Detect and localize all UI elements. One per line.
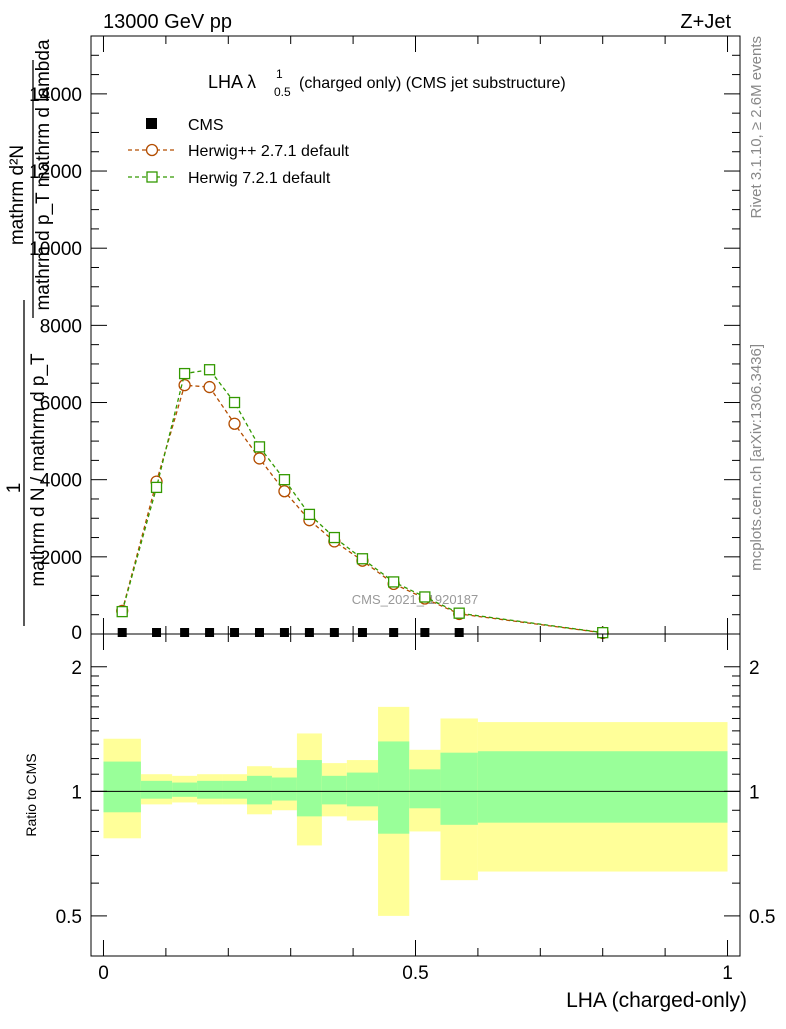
ratio-band-inner <box>197 780 223 799</box>
herwigpp-point <box>203 380 216 394</box>
herwig7-point <box>228 396 241 409</box>
herwig7-point <box>253 441 266 453</box>
herwig7-point <box>116 605 128 618</box>
plot-title-main: LHA λ <box>208 72 256 92</box>
herwig7-point <box>203 364 216 376</box>
y-axis-label-main: mathrm d²N mathrm d p_T mathrm d lambda … <box>4 39 54 626</box>
ratio-band-inner <box>140 780 173 799</box>
herwig7-point <box>178 367 191 380</box>
x-tick-label: 1 <box>722 963 733 984</box>
ratio-y-tick-label-right: 2 <box>749 658 760 679</box>
cms-data-point <box>254 628 264 637</box>
cms-data-point <box>304 628 314 637</box>
y-tick-label: 2000 <box>40 548 82 569</box>
ylabel-bottom-den: mathrm d N / mathrm d p_T <box>28 353 49 587</box>
cms-data-point <box>117 628 127 637</box>
x-tick-label: 0 <box>98 963 109 984</box>
x-tick-label: 0.5 <box>402 963 428 984</box>
herwig7-point <box>419 591 431 603</box>
ratio-band-inner <box>378 741 410 834</box>
herwig7-point <box>453 607 465 619</box>
herwigpp-point <box>253 452 266 465</box>
legend: CMS Herwig++ 2.7.1 default Herwig 7.2.1 … <box>128 117 350 187</box>
y-tick-label: 14000 <box>29 85 82 106</box>
plot-title-sub: 0.5 <box>274 85 291 99</box>
ratio-band-inner <box>247 775 272 805</box>
mcplots-label: mcplots.cern.ch [arXiv:1306.3436] <box>748 344 765 571</box>
watermark: CMS_2021_I1920187 <box>352 592 479 607</box>
cms-data-point <box>230 628 240 637</box>
herwigpp-point <box>278 485 291 498</box>
y-tick-label: 10000 <box>29 239 82 260</box>
ratio-band-inner <box>271 777 297 801</box>
y-tick-label: 6000 <box>40 394 82 415</box>
energy-label: 13000 GeV pp <box>103 11 232 33</box>
ylabel-top-num: mathrm d²N <box>7 145 28 245</box>
legend-label-cms: CMS <box>188 117 224 134</box>
ratio-band-inner <box>172 782 198 797</box>
legend-marker-herwigpp <box>145 143 159 157</box>
herwig7-point <box>150 481 163 494</box>
legend-marker-cms <box>146 118 157 129</box>
herwigpp-point <box>178 379 191 392</box>
rivet-label: Rivet 3.1.10, ≥ 2.6M events <box>748 36 765 219</box>
plot-title-sup: 1 <box>276 67 283 81</box>
ylabel-top-den: mathrm d p_T mathrm d lambda <box>33 39 54 310</box>
herwig7-point <box>303 508 316 521</box>
ratio-band-inner <box>409 769 441 809</box>
y-tick-label-zero: 0 <box>71 623 82 644</box>
process-label: Z+Jet <box>680 11 731 33</box>
herwig7-point <box>388 576 400 588</box>
ratio-y-tick-label: 2 <box>71 658 82 679</box>
y-tick-label: 8000 <box>40 316 82 337</box>
ratio-band-inner <box>321 775 347 805</box>
cms-data-point <box>454 628 464 637</box>
ratio-band-inner <box>440 752 478 825</box>
cms-data-point <box>357 628 367 637</box>
ratio-band-inner <box>346 772 379 807</box>
cms-data-point <box>152 628 162 637</box>
ylabel-one: 1 <box>4 483 25 494</box>
x-axis-label: LHA (charged-only) <box>566 989 747 1012</box>
ratio-y-tick-label: 1 <box>71 782 82 803</box>
plot-title: LHA λ <box>208 72 256 92</box>
legend-label-herwig7: Herwig 7.2.1 default <box>188 170 331 187</box>
cms-data-point <box>180 628 190 637</box>
ratio-band-inner <box>477 751 728 823</box>
herwig7-point <box>328 531 341 544</box>
cms-data-point <box>420 628 430 637</box>
ratio-band-inner <box>222 780 248 799</box>
y-tick-label: 12000 <box>29 162 82 183</box>
plot-title-rest: (charged only) (CMS jet substructure) <box>299 75 566 92</box>
ratio-y-tick-label-right: 1 <box>749 782 760 803</box>
ratio-band-inner <box>296 760 322 817</box>
cms-data-point <box>205 628 215 637</box>
herwigpp-point <box>228 417 241 430</box>
cms-data-point <box>389 628 399 637</box>
legend-label-herwigpp: Herwig++ 2.7.1 default <box>188 143 350 160</box>
ratio-y-tick-label-right: 0.5 <box>749 907 775 928</box>
herwig7-point <box>356 553 369 565</box>
y-tick-label: 4000 <box>40 471 82 492</box>
main-plot-panel: 2000 4000 6000 8000 10000 12000 14000 0 CMS_20… <box>29 35 741 644</box>
herwig7-point <box>278 474 291 486</box>
cms-data-point <box>279 628 289 637</box>
ratio-band-inner <box>103 761 141 813</box>
ratio-plot-panel: 0.5 0.5 1 1 2 2 0 0.5 1 <box>56 633 775 984</box>
ratio-y-tick-label: 0.5 <box>56 907 82 928</box>
legend-marker-herwig7 <box>146 171 158 183</box>
y-axis-label-ratio: Ratio to CMS <box>23 753 39 836</box>
cms-data-point <box>329 628 339 637</box>
